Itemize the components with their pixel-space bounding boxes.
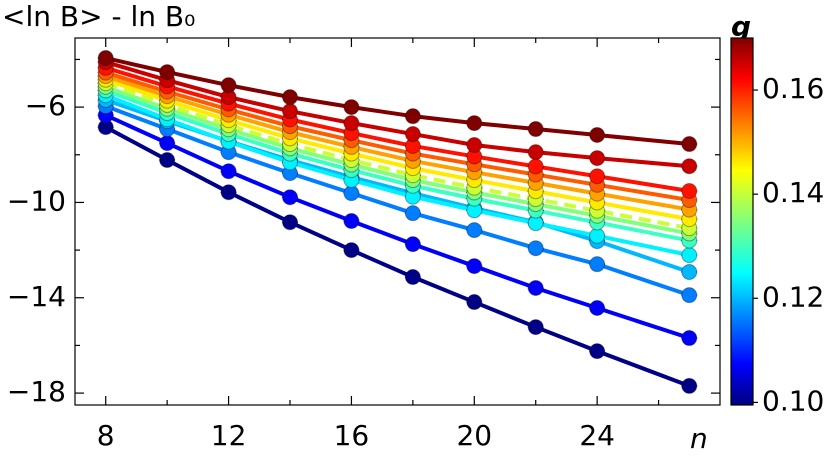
series-line: [105, 65, 690, 193]
point: [589, 150, 606, 167]
y-tick-label: −10: [7, 184, 66, 217]
point: [681, 247, 698, 264]
point: [343, 99, 360, 116]
series-line: [104, 125, 690, 388]
point: [404, 236, 421, 253]
x-tick-label: 12: [211, 419, 247, 452]
series-line: [105, 70, 690, 203]
point: [404, 126, 421, 143]
point: [589, 168, 606, 185]
x-axis-label: n: [690, 422, 708, 455]
point: [220, 184, 237, 201]
series-line: [105, 81, 690, 231]
series-line: [105, 56, 690, 147]
point: [404, 205, 421, 222]
series-line: [105, 60, 690, 169]
series-line: [104, 113, 690, 340]
point: [282, 89, 298, 106]
x-tick-label: 8: [97, 419, 115, 452]
plot-frame: [74, 37, 721, 406]
y-tick-label: −14: [7, 280, 66, 313]
x-tick-label: 24: [579, 419, 615, 452]
point: [589, 227, 606, 244]
point: [681, 158, 698, 175]
point: [589, 256, 606, 273]
point: [466, 137, 483, 154]
point: [527, 240, 544, 257]
point: [343, 242, 360, 259]
point: [97, 50, 114, 67]
colorbar-label: g: [731, 10, 751, 43]
point: [527, 279, 544, 296]
point: [681, 264, 698, 281]
chart-title: <ln B> - ln B₀: [2, 0, 195, 33]
colorbar-tick-label: 0.10: [762, 384, 824, 417]
series-line: [105, 84, 690, 236]
point: [681, 330, 698, 347]
point: [220, 77, 237, 94]
point: [681, 136, 698, 153]
point: [343, 115, 360, 132]
point: [589, 300, 606, 317]
point: [282, 214, 298, 231]
point: [343, 213, 360, 230]
y-tick-label: −6: [25, 89, 66, 122]
point: [159, 135, 176, 152]
series-line: [105, 74, 690, 212]
point: [159, 64, 176, 81]
x-tick-label: 20: [456, 419, 492, 452]
series-line: [104, 93, 690, 258]
series-line: [105, 104, 690, 298]
colorbar: [730, 37, 754, 406]
point: [681, 287, 698, 304]
point: [589, 126, 606, 143]
point: [404, 269, 421, 286]
point: [466, 294, 483, 311]
point: [282, 189, 298, 206]
point: [681, 182, 698, 199]
point: [466, 222, 483, 239]
point: [527, 121, 544, 138]
colorbar-tick-label: 0.16: [762, 72, 824, 105]
point: [466, 115, 483, 132]
point: [282, 103, 298, 120]
point: [527, 158, 544, 175]
point: [527, 144, 544, 161]
series-line: [105, 88, 690, 243]
point: [220, 163, 237, 180]
colorbar-tick-label: 0.14: [762, 176, 824, 209]
point: [404, 108, 421, 125]
point: [589, 343, 606, 360]
y-tick-label: −18: [7, 375, 66, 408]
point: [527, 319, 544, 336]
point: [681, 377, 698, 394]
point: [466, 258, 483, 275]
colorbar-tick-label: 0.12: [762, 280, 824, 313]
series-line: [105, 77, 690, 222]
point: [159, 152, 176, 169]
x-tick-label: 16: [334, 419, 370, 452]
plot-area: [97, 50, 698, 394]
